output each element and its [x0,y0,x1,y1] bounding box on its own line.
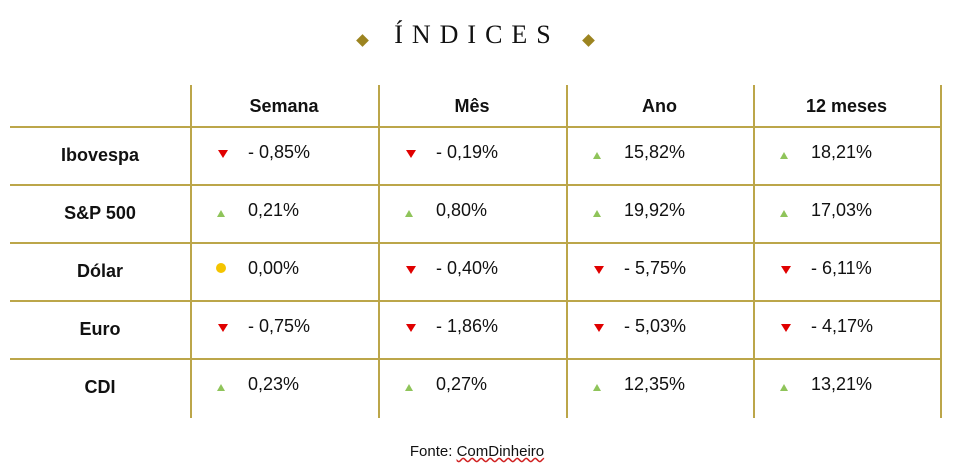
trend-icon [593,210,601,217]
cell-value: 0,00% [248,258,300,278]
cell-value: 15,82% [624,142,686,162]
cell-value: - 0,75% [248,316,311,336]
column-header: Semana [249,96,319,116]
trend-icon [593,384,601,391]
row-label: S&P 500 [64,203,136,223]
cell-value: 12,35% [624,374,686,394]
source-label: Fonte: [409,443,453,460]
cell-value: - 1,86% [436,316,499,336]
row-rule [10,242,941,244]
row-rule [10,358,941,360]
cell-value: 19,92% [624,200,686,220]
trend-icon [218,150,228,158]
trend-icon [405,210,413,217]
row-rule [10,126,941,128]
cell-value: - 5,03% [624,316,687,336]
trend-icon [781,324,791,332]
column-header: Ano [642,96,677,116]
trend-icon [593,152,601,159]
cell-value: 18,21% [811,142,873,162]
trend-icon [780,210,788,217]
row-label: Ibovespa [60,145,140,165]
cell-value: 17,03% [811,200,873,220]
cell-value: - 0,19% [436,142,499,162]
trend-icon [406,266,416,274]
trend-icon [780,152,788,159]
trend-icon [217,384,225,391]
column-header: 12 meses [805,96,888,116]
source-name: ComDinheiro [456,443,545,460]
cell-value: 0,23% [248,374,300,394]
trend-icon [218,324,228,332]
trend-icon [780,384,788,391]
column-header: Mês [454,96,490,116]
trend-icon [216,263,226,273]
row-label: CDI [84,377,116,397]
cell-value: - 4,17% [811,316,874,336]
cell-value: 0,21% [248,200,300,220]
column-rule [753,85,755,418]
trend-icon [406,324,416,332]
trend-icon [781,266,791,274]
trend-icon [217,210,225,217]
column-rule [566,85,568,418]
trend-icon [594,266,604,274]
row-rule [10,184,941,186]
trend-icon [406,150,416,158]
cell-value: 0,80% [436,200,488,220]
cell-value: - 0,85% [248,142,311,162]
trend-icon [594,324,604,332]
cell-value: - 0,40% [436,258,499,278]
row-label: Euro [79,319,121,339]
column-rule [190,85,192,418]
cell-value: - 5,75% [624,258,687,278]
trend-icon [405,384,413,391]
cell-value: - 6,11% [811,258,872,278]
row-rule [10,300,941,302]
source: Fonte: ComDinheiro [0,443,954,460]
cell-value: 0,27% [436,374,488,394]
column-rule [940,85,942,418]
title: ÍNDICES [394,20,560,49]
row-label: Dólar [76,261,123,281]
column-rule [378,85,380,418]
cell-value: 13,21% [811,374,873,394]
